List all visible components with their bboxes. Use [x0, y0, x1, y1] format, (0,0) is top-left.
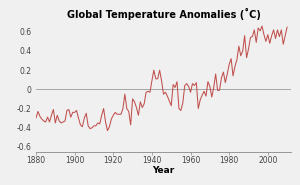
Title: Global Temperature Anomalies (˚C): Global Temperature Anomalies (˚C)	[67, 8, 260, 20]
X-axis label: Year: Year	[152, 166, 175, 175]
